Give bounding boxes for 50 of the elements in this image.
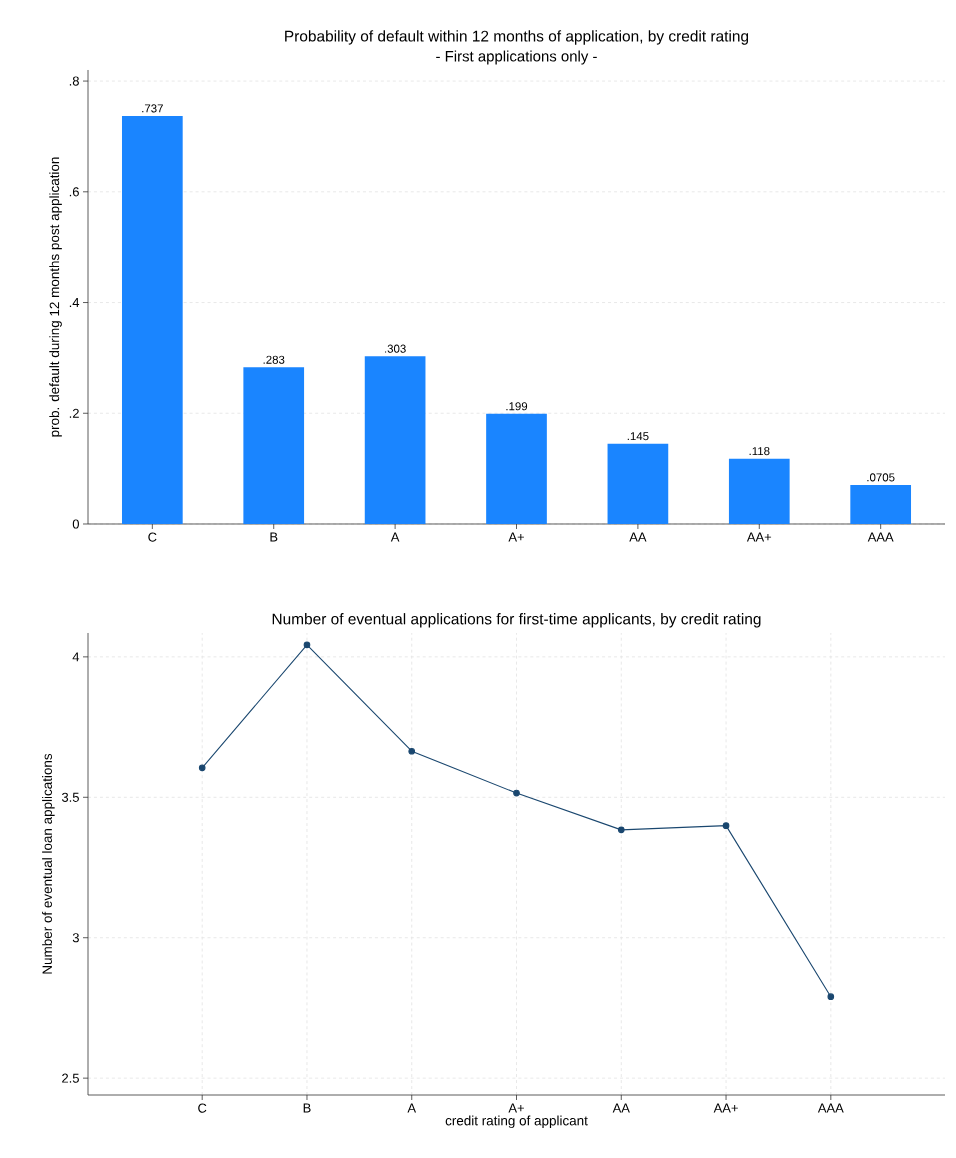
bar — [364, 356, 426, 524]
bar — [121, 115, 183, 524]
y-tick-label: 0 — [72, 519, 79, 529]
point — [198, 764, 206, 772]
x-tick-label: A+ — [508, 532, 524, 542]
data-label: .199 — [506, 402, 528, 411]
x-tick-label: AAA — [817, 1103, 844, 1113]
y-tick-label: 3.5 — [61, 792, 79, 802]
data-label: .118 — [749, 447, 770, 456]
chart-title: Number of eventual applications for first-time applicants, by credit rating — [272, 613, 761, 628]
x-tick-label: A — [390, 532, 400, 542]
point — [827, 993, 835, 1001]
bar — [607, 443, 669, 524]
y-tick-label: .8 — [69, 76, 79, 86]
x-tick-label: AA+ — [746, 532, 772, 542]
y-tick-label: .6 — [69, 187, 79, 197]
x-tick-label: A — [407, 1103, 417, 1113]
chart-subtitle: - First applications only - — [436, 50, 597, 65]
point — [408, 747, 416, 755]
x-tick-label: AA — [612, 1103, 630, 1113]
bar — [850, 484, 912, 524]
y-axis-title: prob. default during 12 months post application — [49, 157, 62, 437]
bar — [243, 367, 305, 524]
point — [303, 641, 311, 649]
data-label: .737 — [142, 104, 163, 113]
point — [617, 826, 625, 834]
data-label: .303 — [385, 344, 406, 353]
x-tick-label: AA+ — [713, 1103, 738, 1113]
x-tick-label: AAA — [867, 532, 894, 542]
point — [513, 789, 520, 797]
x-tick-label: AA — [629, 532, 647, 542]
bar — [728, 458, 790, 524]
y-axis-title: Number of eventual loan applications — [42, 753, 55, 974]
x-tick-label: C — [148, 532, 157, 542]
data-label: .0705 — [867, 473, 895, 482]
data-label: .283 — [263, 355, 285, 364]
y-tick-label: .4 — [69, 298, 80, 307]
chart-title: Probability of default within 12 months of application, by credit rating — [285, 30, 749, 45]
x-tick-label: B — [270, 532, 278, 542]
x-tick-label: B — [303, 1103, 311, 1113]
y-tick-label: 2.5 — [62, 1073, 79, 1083]
x-tick-label: A+ — [508, 1103, 524, 1113]
point — [722, 822, 730, 829]
y-tick-label: 4 — [72, 652, 80, 662]
y-tick-label: 3 — [72, 933, 79, 943]
x-tick-label: C — [198, 1103, 207, 1113]
x-axis-title: credit rating of applicant — [445, 1115, 588, 1129]
bar — [486, 413, 547, 524]
data-label: .145 — [627, 432, 649, 441]
y-tick-label: .2 — [69, 408, 79, 418]
